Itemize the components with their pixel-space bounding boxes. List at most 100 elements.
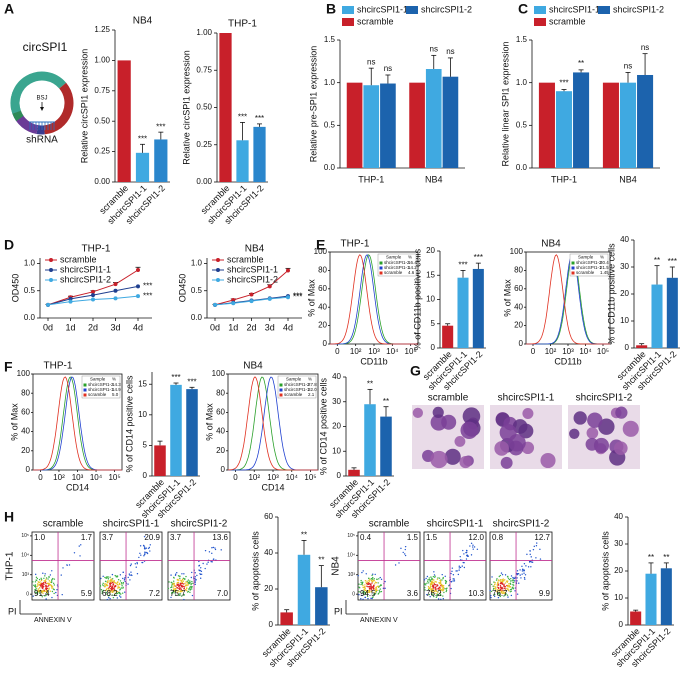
event [53,588,55,591]
event [434,590,436,593]
event [111,580,113,583]
quadrant-value: 75.7 [170,589,186,598]
y-tick-label: 10³ [348,572,356,578]
event [112,583,115,586]
event [357,574,359,577]
event [170,582,173,584]
event [190,582,192,585]
event [196,574,198,577]
event [529,550,531,552]
event [431,589,433,591]
event [38,591,40,593]
bar [348,469,360,476]
event [441,579,443,581]
arrow-head [40,107,44,111]
event [171,585,173,587]
x-tick-label: 10⁵ [405,347,417,356]
plot-title: shcircSPI1-1 [103,519,160,530]
event [117,579,120,581]
quadrant-value: 13.6 [212,533,228,542]
event [426,575,429,578]
event [465,549,468,552]
event [36,585,38,588]
bar [186,389,198,476]
y-axis-label: Relative circSPI1 expression [79,49,89,164]
event [371,581,374,583]
event [129,579,131,581]
legend-swatch [598,6,610,14]
event [493,593,495,596]
event [437,577,439,579]
event [358,593,360,596]
quadrant-value: 3.7 [102,533,114,542]
cell [412,407,423,419]
panel-label: B [326,1,336,17]
event [424,586,426,589]
event [533,545,535,548]
point [113,296,118,301]
legend-value: 27.8 [308,382,317,387]
event [368,577,370,580]
legend-label: scramble [284,392,303,397]
legend-swatch [342,6,354,14]
event [507,585,509,587]
y-tick-label: 60 [21,408,30,417]
event [442,597,444,600]
event [472,548,474,550]
bar [280,612,293,625]
event [431,593,433,596]
y-tick-label: 20 [620,289,629,298]
event [136,563,139,565]
event [139,545,142,547]
event [365,592,367,594]
micrograph-label: shcircSPI1-2 [576,393,633,404]
y-tick-label: 0.50 [196,103,212,112]
event [149,550,151,552]
bar [442,76,459,168]
event [180,586,183,588]
event [37,584,39,587]
event [463,562,465,564]
event [424,589,426,591]
x-tick-label: 3d [265,322,275,332]
y-axis-label: % of CD14 positive cells [318,377,328,475]
event [504,588,507,590]
bar [619,82,637,168]
event [500,586,502,588]
event [185,575,187,578]
event [36,577,39,580]
event [187,590,190,593]
event [111,578,114,580]
event [440,583,442,585]
x-tick-label: 4d [283,322,293,332]
event [33,584,35,586]
significance: *** [143,281,152,290]
row-label: NB4 [331,556,342,576]
event [212,546,215,549]
x-tick-label: 10⁴ [579,347,592,356]
event [199,577,202,579]
bar [117,60,131,182]
event [436,585,438,587]
event [496,583,498,586]
point [68,299,73,304]
event [500,587,502,590]
panel-label: E [316,237,325,253]
histogram-title: THP-1 [341,239,370,250]
event [430,581,433,583]
event [506,581,508,583]
event [453,580,456,582]
event [452,578,454,580]
event [173,583,175,585]
event [499,585,502,587]
plot-frame [423,531,487,601]
event [184,582,186,585]
event [47,585,49,588]
quadrant-value: 12.0 [468,533,484,542]
legend-header: % [112,377,116,382]
event [373,579,375,582]
event [439,591,442,594]
event [185,584,188,586]
event [73,552,76,554]
event [428,593,431,596]
